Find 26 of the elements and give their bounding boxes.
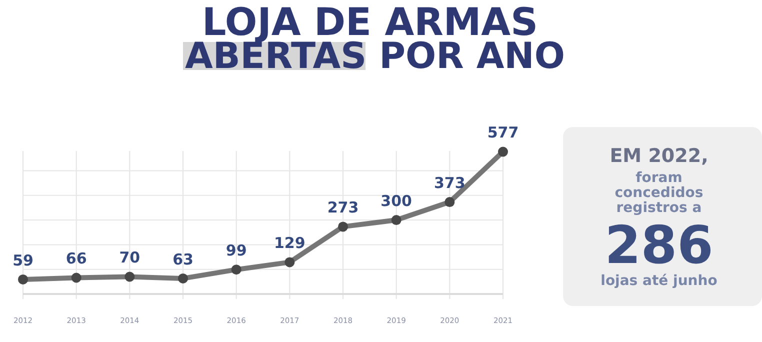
data-label: 59 bbox=[12, 251, 34, 270]
point bbox=[444, 197, 455, 208]
data-label: 273 bbox=[327, 198, 359, 217]
data-label: 577 bbox=[487, 124, 519, 142]
data-label: 373 bbox=[434, 174, 466, 192]
data-label: 66 bbox=[66, 250, 87, 268]
point bbox=[498, 146, 508, 157]
data-label: 300 bbox=[380, 192, 412, 210]
data-label: 70 bbox=[119, 248, 140, 267]
point bbox=[284, 257, 295, 268]
text: EM 2022, bbox=[610, 145, 708, 167]
point bbox=[231, 264, 242, 275]
text: registros a bbox=[616, 200, 702, 216]
text: lojas até junho bbox=[600, 273, 718, 289]
chart-title: LOJA DE ARMAS ABERTAS POR ANO bbox=[185, 0, 565, 77]
point bbox=[391, 215, 402, 226]
data-label: 129 bbox=[274, 234, 306, 252]
point bbox=[124, 272, 135, 282]
point bbox=[18, 274, 28, 284]
text: concedidos bbox=[614, 185, 704, 201]
text: foram bbox=[636, 170, 682, 186]
data-label: 99 bbox=[226, 242, 247, 260]
data-label: 63 bbox=[172, 250, 194, 268]
point bbox=[338, 222, 348, 232]
point bbox=[71, 272, 82, 283]
point bbox=[178, 273, 188, 284]
